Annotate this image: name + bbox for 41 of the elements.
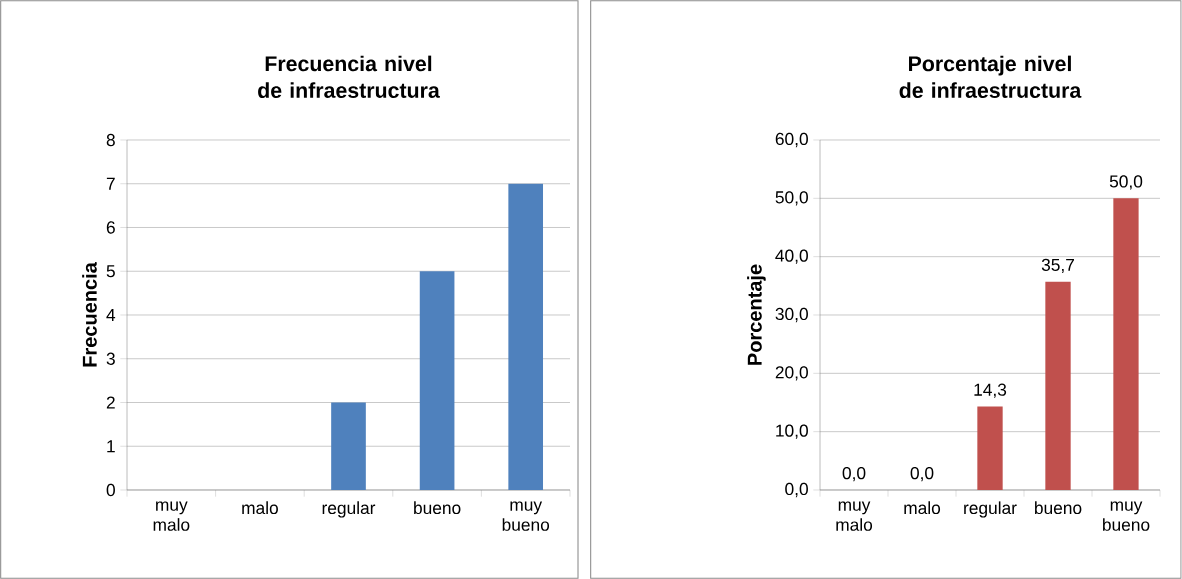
y-tick-label: 30,0 (775, 307, 808, 323)
y-tick-label: 10,0 (776, 424, 808, 439)
bar (1045, 281, 1071, 490)
data-label: 35,7 (1041, 258, 1074, 274)
chart-title: Frecuencia nivel de infraestructura (258, 55, 440, 98)
x-tick-label: bueno (1035, 501, 1082, 515)
y-tick-label: 7 (106, 177, 115, 190)
x-tick-label: regular (322, 501, 376, 518)
bar (1113, 198, 1139, 490)
chart-title: Porcentaje nivel de infraestructura (899, 55, 1082, 98)
x-tick-label: regular (964, 501, 1017, 518)
bar (331, 402, 366, 490)
y-tick-label: 6 (106, 221, 115, 234)
y-tick-label: 2 (106, 396, 115, 409)
x-tick-label: muy malo (153, 501, 190, 531)
x-tick-label: malo (904, 501, 941, 515)
y-tick-label: 4 (106, 309, 116, 321)
y-tick-label: 0,0 (785, 482, 808, 498)
x-tick-label: muy malo (836, 501, 873, 531)
bar (419, 271, 455, 490)
x-tick-label: muy bueno (502, 501, 550, 531)
y-tick-label: 5 (106, 265, 115, 278)
y-tick-label: 1 (107, 440, 115, 453)
y-tick-label: 20,0 (775, 366, 808, 381)
y-tick-label: 8 (106, 133, 115, 147)
x-tick-label: muy bueno (1103, 501, 1150, 531)
y-tick-label: 60,0 (775, 132, 808, 148)
bar (508, 183, 544, 490)
data-label: 14,3 (974, 383, 1007, 398)
data-label: 50,0 (1109, 175, 1143, 190)
x-tick-label: bueno (414, 501, 461, 515)
y-tick-label: 40,0 (775, 249, 808, 264)
y-tick-label: 50,0 (775, 191, 808, 206)
data-label: 0,0 (842, 466, 866, 482)
bar (977, 406, 1003, 490)
y-tick-label: 3 (106, 352, 115, 365)
x-tick-label: malo (242, 501, 278, 515)
data-label: 0,0 (910, 466, 934, 482)
y-tick-label: 0 (106, 483, 115, 497)
y-axis-title: Porcentaje (747, 264, 766, 365)
y-axis-title: Frecuencia (82, 262, 97, 367)
